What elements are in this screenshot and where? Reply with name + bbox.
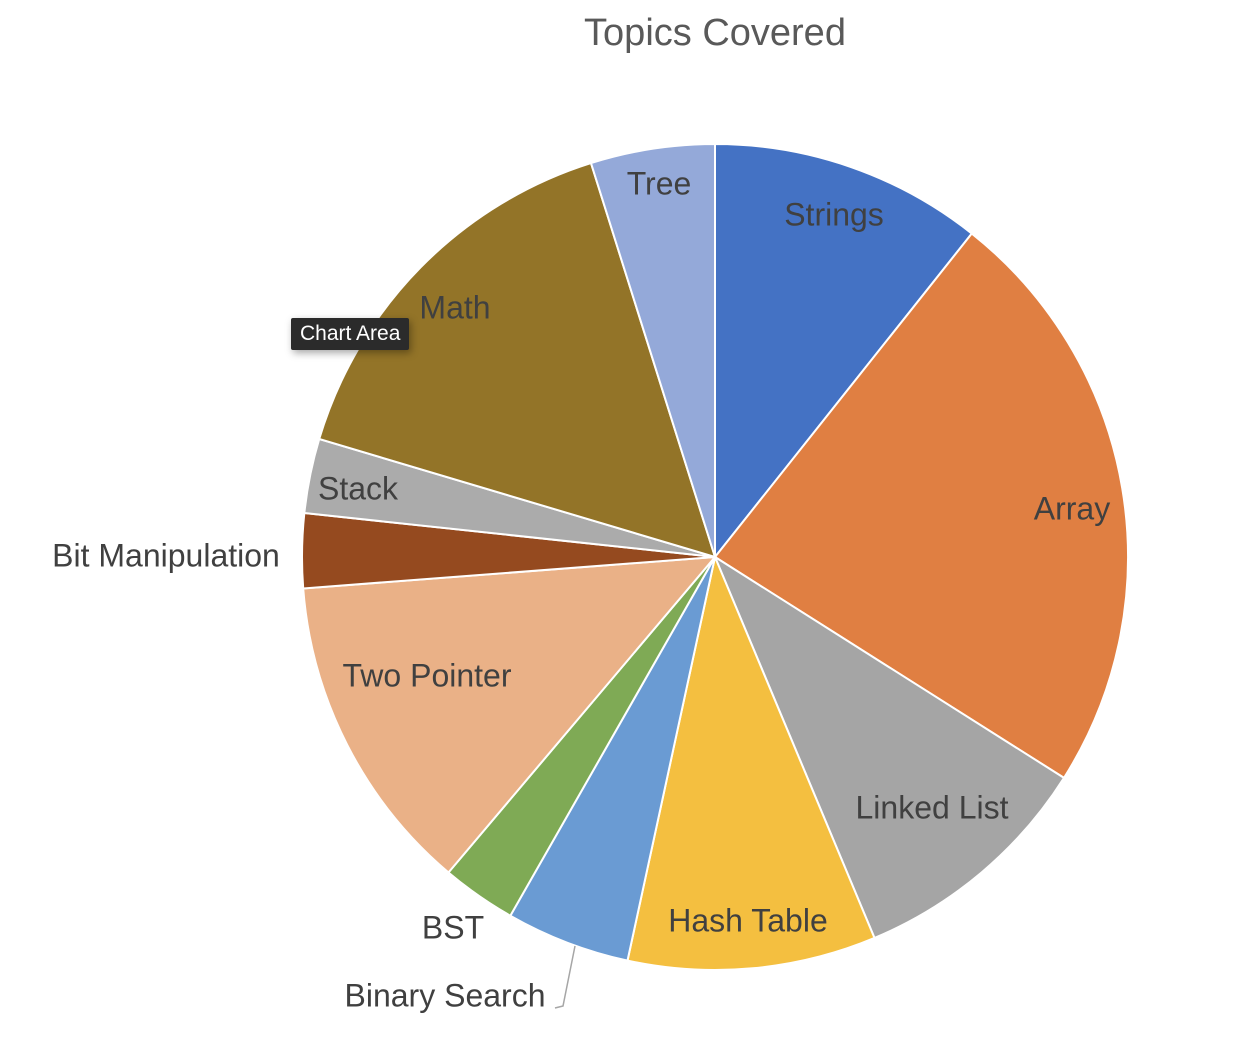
data-label-two-pointer: Two Pointer: [343, 657, 512, 693]
data-label-strings: Strings: [784, 196, 884, 232]
pie-slice-two-pointer[interactable]: [302, 555, 718, 874]
data-label-binary-search: Binary Search: [345, 977, 546, 1013]
pie-slice-hash-table[interactable]: [626, 553, 876, 971]
data-label-math: Math: [419, 289, 490, 325]
pie-slice-array[interactable]: [713, 232, 1129, 780]
pie-slice-tree[interactable]: [589, 142, 716, 558]
chart-area-tooltip: Chart Area: [291, 318, 410, 350]
pie-slice-math[interactable]: [317, 161, 717, 559]
leader-line-binary-search: [554, 945, 576, 1009]
data-label-hash-table: Hash Table: [668, 902, 828, 938]
data-label-linked-list: Linked List: [856, 789, 1009, 825]
data-label-stack: Stack: [318, 470, 399, 506]
data-label-tree: Tree: [627, 165, 692, 201]
data-label-array: Array: [1034, 490, 1110, 526]
pie-slice-strings[interactable]: [714, 142, 974, 560]
chart-title: Topics Covered: [584, 12, 846, 54]
data-label-bst: BST: [422, 909, 484, 945]
pie-slice-linked-list[interactable]: [712, 554, 1066, 940]
data-label-bit-manipulation: Bit Manipulation: [52, 537, 280, 573]
